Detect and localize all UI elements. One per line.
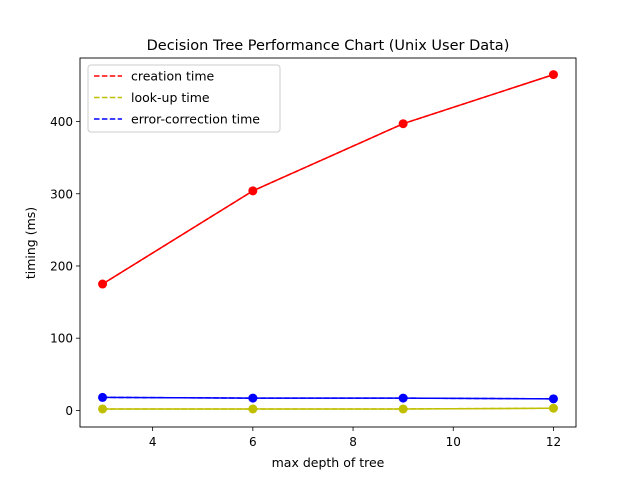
- x-tick-label: 6: [249, 435, 257, 449]
- data-point: [248, 404, 258, 414]
- data-point: [98, 279, 108, 289]
- y-tick-label: 300: [50, 187, 73, 201]
- series-error-correction-time: [98, 392, 558, 404]
- y-tick-label: 200: [50, 259, 73, 273]
- chart-title: Decision Tree Performance Chart (Unix Us…: [147, 38, 510, 54]
- legend-label: look-up time: [131, 90, 210, 105]
- y-axis-ticks: 0 100 200 300 400: [50, 115, 80, 418]
- data-point: [248, 393, 258, 403]
- y-tick-label: 400: [50, 115, 73, 129]
- y-tick-label: 100: [50, 332, 73, 346]
- series-line: [102, 396, 554, 400]
- legend-label: error-correction time: [131, 112, 260, 127]
- y-tick-label: 0: [65, 404, 73, 418]
- data-point: [548, 70, 558, 80]
- data-point: [398, 119, 408, 129]
- data-point: [98, 404, 108, 414]
- legend-label: creation time: [131, 69, 215, 84]
- y-axis-label: timing (ms): [23, 207, 38, 279]
- data-point: [98, 392, 108, 402]
- legend: creation time look-up time error-correctio…: [87, 64, 281, 133]
- data-point: [398, 404, 408, 414]
- series-line: [102, 407, 554, 410]
- x-tick-label: 4: [149, 435, 157, 449]
- x-tick-label: 8: [349, 435, 357, 449]
- data-point: [548, 394, 558, 404]
- x-axis-label: max depth of tree: [272, 455, 385, 470]
- data-point: [548, 403, 558, 413]
- data-point: [398, 393, 408, 403]
- data-point: [248, 186, 258, 196]
- plot-area: [98, 70, 558, 414]
- series-line: [102, 73, 554, 285]
- x-tick-label: 12: [546, 435, 561, 449]
- legend-box: [87, 64, 281, 133]
- x-axis-ticks: 4 6 8 10 12: [149, 427, 561, 449]
- x-tick-label: 10: [446, 435, 461, 449]
- series-creation-time: [98, 70, 558, 289]
- series-look-up-time: [98, 403, 558, 414]
- axes-frame: [79, 57, 577, 428]
